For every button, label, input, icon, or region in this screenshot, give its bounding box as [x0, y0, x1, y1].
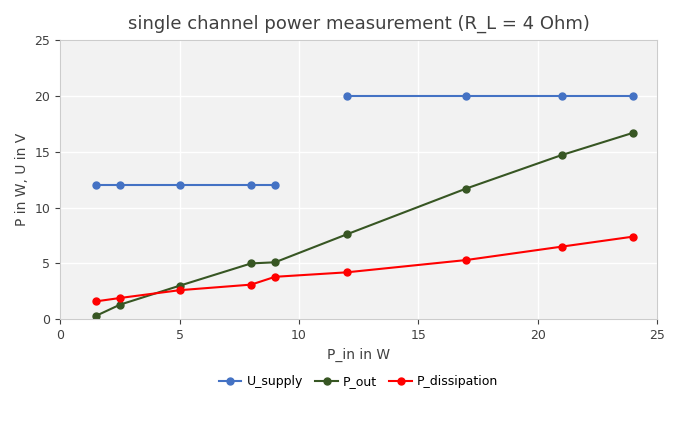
P_out	[343, 232, 351, 237]
U_supply	[92, 182, 100, 188]
U_supply	[175, 182, 184, 188]
P_out	[271, 259, 279, 265]
Line: P_out: P_out	[92, 129, 636, 320]
U_supply	[271, 182, 279, 188]
Line: P_dissipation: P_dissipation	[92, 233, 636, 305]
P_out	[92, 313, 100, 319]
P_dissipation	[247, 282, 255, 287]
U_supply	[116, 182, 124, 188]
Title: single channel power measurement (R_L = 4 Ohm): single channel power measurement (R_L = …	[128, 15, 590, 33]
P_dissipation	[116, 295, 124, 301]
P_out	[247, 261, 255, 266]
P_dissipation	[271, 274, 279, 279]
P_out	[629, 130, 637, 135]
P_dissipation	[92, 299, 100, 304]
Y-axis label: P in W, U in V: P in W, U in V	[15, 133, 29, 227]
P_dissipation	[175, 287, 184, 293]
P_out	[558, 153, 566, 158]
P_dissipation	[629, 234, 637, 239]
P_dissipation	[343, 270, 351, 275]
U_supply	[247, 182, 255, 188]
X-axis label: P_in in W: P_in in W	[327, 348, 390, 362]
P_out	[175, 283, 184, 288]
P_out	[116, 302, 124, 307]
P_dissipation	[462, 257, 470, 263]
P_out	[462, 186, 470, 191]
Legend: U_supply, P_out, P_dissipation: U_supply, P_out, P_dissipation	[214, 370, 503, 393]
Line: U_supply: U_supply	[92, 182, 279, 189]
P_dissipation	[558, 244, 566, 249]
